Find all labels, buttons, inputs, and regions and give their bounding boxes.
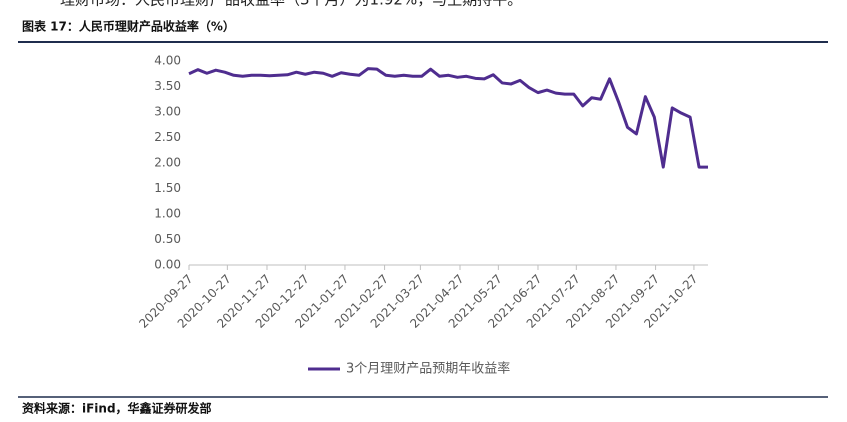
y-tick-label: 3.50	[154, 79, 181, 93]
chart-title: 图表 17：人民币理财产品收益率（%）	[22, 19, 235, 34]
y-tick-label: 3.00	[154, 105, 181, 119]
data-line	[188, 67, 708, 169]
legend-label: 3个月理财产品预期年收益率	[346, 361, 510, 377]
y-tick-label: 2.00	[154, 156, 181, 170]
y-tick-label: 0.50	[154, 232, 181, 246]
source-note: 资料来源：iFind，华鑫证券研发部	[22, 401, 212, 416]
intro-text: 理财市场：人民币理财产品收益率（3个月）为1.92%，与上期持平。	[60, 0, 522, 9]
y-tick-label: 4.00	[154, 54, 181, 68]
y-tick-label: 1.00	[154, 207, 181, 221]
y-tick-label: 0.00	[154, 258, 181, 272]
y-tick-label: 2.50	[154, 130, 181, 144]
y-tick-label: 1.50	[154, 181, 181, 195]
